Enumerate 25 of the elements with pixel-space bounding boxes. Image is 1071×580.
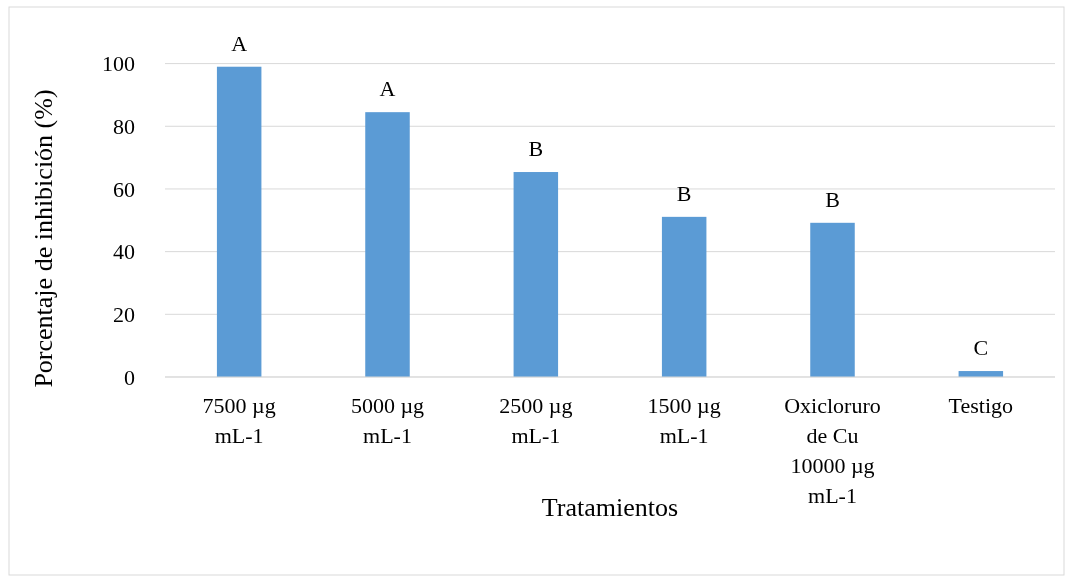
bar — [513, 172, 559, 377]
annotation: B — [528, 136, 544, 162]
y-tick-label: 80 — [113, 113, 135, 139]
y-tick-label: 0 — [124, 364, 135, 390]
annotation: B — [676, 180, 692, 206]
x-tick-label: 1500 µg mL-1 — [647, 393, 721, 448]
annotation: A — [379, 76, 396, 102]
y-tick-label: 100 — [102, 51, 135, 77]
x-tick-label: 7500 µg mL-1 — [202, 393, 276, 448]
y-tick-label: 40 — [113, 239, 135, 265]
x-axis-title: Tratamientos — [541, 493, 679, 522]
y-tick-label: 60 — [113, 176, 135, 202]
annotation: B — [825, 186, 840, 212]
bar — [216, 66, 262, 377]
bar — [810, 222, 855, 377]
y-tick-label: 20 — [113, 302, 135, 328]
x-tick-label: Oxicloruro de Cu 10000 µg mL-1 — [784, 393, 881, 508]
annotation: A — [231, 30, 248, 56]
bar — [661, 216, 707, 377]
x-tick-label: 2500 µg mL-1 — [499, 393, 573, 448]
y-axis-title: Porcentaje de inhibición (%) — [29, 89, 58, 388]
x-tick-label: 5000 µg mL-1 — [350, 393, 425, 448]
annotation: C — [973, 335, 989, 361]
x-tick-label: Testigo — [948, 393, 1014, 418]
bar — [365, 112, 410, 377]
